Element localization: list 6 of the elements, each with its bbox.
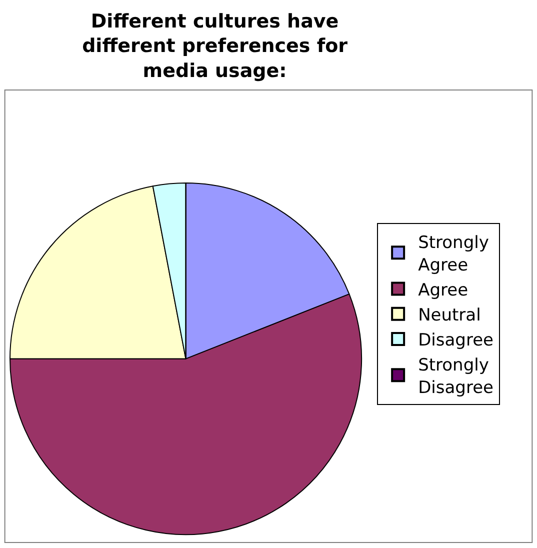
legend-label: Neutral — [418, 305, 481, 326]
chart-title: Different cultures have different preferences for media usage: — [82, 10, 348, 82]
legend-label: Strongly Disagree — [418, 356, 494, 398]
legend-label: Disagree — [418, 330, 494, 351]
legend-label: Strongly Agree — [418, 233, 489, 276]
legend-label: Agree — [418, 280, 468, 300]
